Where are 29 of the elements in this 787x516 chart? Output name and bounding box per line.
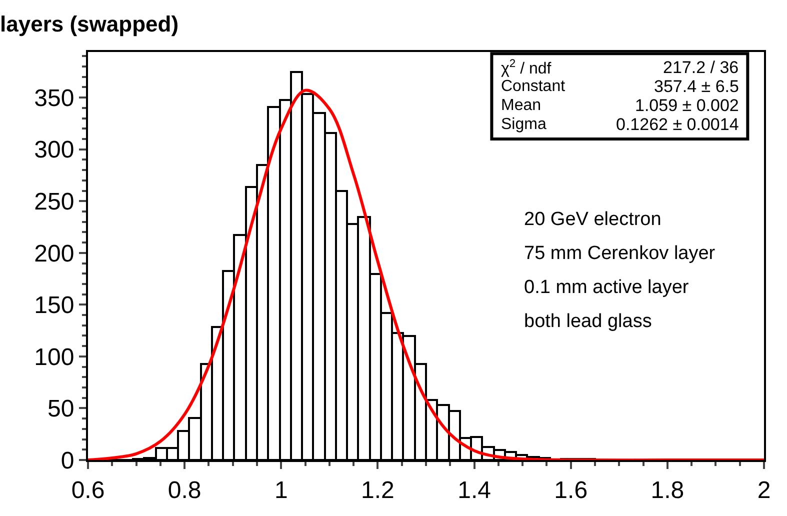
- annotation: 1.059 ± 0.002: [635, 96, 739, 115]
- y-tick-label: 200: [34, 240, 74, 268]
- x-tick-label: 0.8: [168, 476, 202, 504]
- annotation: 357.4 ± 6.5: [654, 77, 739, 96]
- y-tick-label: 50: [47, 396, 74, 423]
- annotation: Mean: [501, 97, 542, 114]
- y-tick-label: 350: [34, 84, 74, 112]
- x-tick-label: 2: [757, 476, 771, 504]
- annotation: χ$^{2}$ / ndf: [501, 58, 552, 78]
- annotation: 75 mm Cerenkov layer: [524, 243, 716, 264]
- x-tick-label: 0.6: [71, 476, 105, 504]
- y-tick-label: 0: [60, 447, 74, 474]
- x-tick-label: 1.4: [458, 476, 491, 504]
- y-tick-label: 150: [34, 292, 74, 320]
- x-tick-label: 1.2: [361, 476, 394, 504]
- annotation: Constant: [501, 78, 566, 95]
- x-tick-label: 1: [274, 476, 288, 504]
- x-tick-label: 1.6: [554, 476, 588, 504]
- y-tick-label: 100: [34, 344, 74, 371]
- x-tick-label: 1.8: [650, 476, 684, 504]
- annotation: Sigma: [501, 116, 546, 133]
- annotation: 20 GeV electron: [524, 209, 662, 230]
- y-tick-label: 250: [34, 188, 74, 216]
- annotation: 217.2 / 36: [663, 58, 739, 77]
- annotation: 0.1262 ± 0.0014: [616, 115, 739, 134]
- annotation: 0.1 mm active layer: [524, 277, 690, 298]
- y-tick-label: 300: [34, 136, 74, 164]
- annotation: both lead glass: [524, 311, 652, 332]
- chart-title: layers (swapped): [0, 12, 179, 37]
